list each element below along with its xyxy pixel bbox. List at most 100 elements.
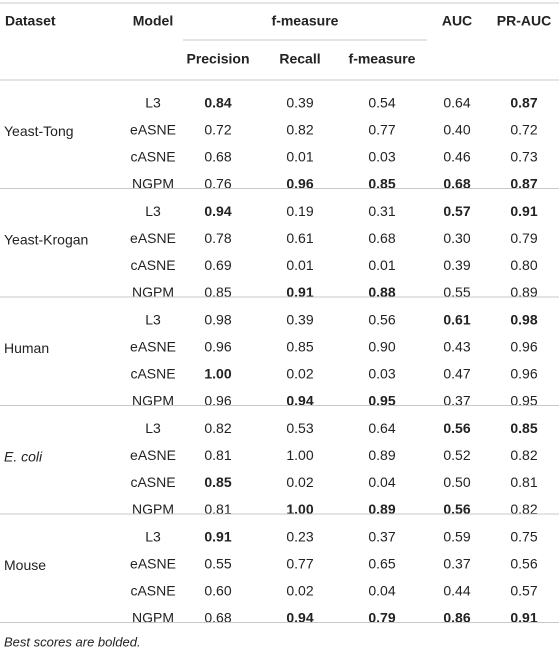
score-cell: 0.95 xyxy=(510,393,537,409)
score-cell: 0.40 xyxy=(443,122,470,138)
score-cell: 0.82 xyxy=(204,420,231,436)
model-label: NGPM xyxy=(132,393,174,409)
score-cell: 0.82 xyxy=(286,122,313,138)
dataset-label: E. coli xyxy=(4,448,43,464)
score-cell: 0.79 xyxy=(510,230,537,246)
score-cell: 0.56 xyxy=(443,420,470,436)
score-cell: 0.61 xyxy=(443,312,470,328)
score-cell: 0.64 xyxy=(368,420,395,436)
score-cell: 0.03 xyxy=(368,366,395,382)
score-cell: 0.46 xyxy=(443,149,470,165)
model-label: cASNE xyxy=(130,583,175,599)
score-cell: 0.37 xyxy=(443,556,470,572)
score-cell: 0.68 xyxy=(204,149,231,165)
score-cell: 0.43 xyxy=(443,339,470,355)
score-cell: 0.72 xyxy=(510,122,537,138)
score-cell: 0.96 xyxy=(204,393,231,409)
score-cell: 0.98 xyxy=(204,312,231,328)
score-cell: 0.72 xyxy=(204,122,231,138)
score-cell: 0.54 xyxy=(368,95,395,111)
score-cell: 0.19 xyxy=(286,203,313,219)
score-cell: 0.85 xyxy=(368,176,395,192)
score-cell: 0.61 xyxy=(286,230,313,246)
score-cell: 0.37 xyxy=(443,393,470,409)
score-cell: 0.94 xyxy=(204,203,231,219)
score-cell: 0.87 xyxy=(510,95,537,111)
score-cell: 0.39 xyxy=(286,95,313,111)
score-cell: 0.65 xyxy=(368,556,395,572)
header-column: f-measure xyxy=(349,51,416,67)
dataset-label: Yeast-Tong xyxy=(4,123,74,139)
header-prauc: PR-AUC xyxy=(497,13,551,29)
score-cell: 0.55 xyxy=(443,284,470,300)
score-cell: 0.68 xyxy=(368,230,395,246)
score-cell: 0.64 xyxy=(443,95,470,111)
score-cell: 0.81 xyxy=(204,447,231,463)
score-cell: 0.02 xyxy=(286,583,313,599)
score-cell: 0.75 xyxy=(510,529,537,545)
score-cell: 0.57 xyxy=(443,203,470,219)
score-cell: 0.88 xyxy=(368,284,395,300)
score-cell: 0.55 xyxy=(204,556,231,572)
model-label: L3 xyxy=(145,420,161,436)
model-label: NGPM xyxy=(132,284,174,300)
score-cell: 0.04 xyxy=(368,583,395,599)
footnote: Best scores are bolded. xyxy=(4,634,141,649)
score-cell: 0.37 xyxy=(368,529,395,545)
score-cell: 0.57 xyxy=(510,583,537,599)
score-cell: 0.91 xyxy=(286,284,313,300)
score-cell: 0.91 xyxy=(510,610,537,626)
score-cell: 0.02 xyxy=(286,366,313,382)
score-cell: 0.30 xyxy=(443,230,470,246)
score-cell: 0.04 xyxy=(368,474,395,490)
header-model: Model xyxy=(133,13,173,29)
header-group: f-measure xyxy=(272,13,339,29)
header-column: Recall xyxy=(279,51,320,67)
model-label: eASNE xyxy=(130,230,176,246)
model-label: NGPM xyxy=(132,501,174,517)
score-cell: 0.81 xyxy=(204,501,231,517)
score-cell: 0.77 xyxy=(286,556,313,572)
score-cell: 0.68 xyxy=(204,610,231,626)
model-label: L3 xyxy=(145,529,161,545)
dataset-label: Mouse xyxy=(4,557,46,573)
score-cell: 0.94 xyxy=(286,393,313,409)
score-cell: 0.31 xyxy=(368,203,395,219)
score-cell: 0.53 xyxy=(286,420,313,436)
score-cell: 0.39 xyxy=(443,257,470,273)
header-column: Precision xyxy=(186,51,249,67)
model-label: eASNE xyxy=(130,447,176,463)
dataset-label: Yeast-Krogan xyxy=(4,231,88,247)
score-cell: 0.01 xyxy=(368,257,395,273)
score-cell: 0.52 xyxy=(443,447,470,463)
score-cell: 1.00 xyxy=(286,501,313,517)
model-label: cASNE xyxy=(130,474,175,490)
score-cell: 0.89 xyxy=(368,501,395,517)
score-cell: 0.69 xyxy=(204,257,231,273)
score-cell: 0.73 xyxy=(510,149,537,165)
score-cell: 0.85 xyxy=(286,339,313,355)
model-label: eASNE xyxy=(130,556,176,572)
score-cell: 0.01 xyxy=(286,257,313,273)
score-cell: 0.86 xyxy=(443,610,470,626)
score-cell: 0.96 xyxy=(510,339,537,355)
model-label: L3 xyxy=(145,312,161,328)
score-cell: 0.56 xyxy=(368,312,395,328)
score-cell: 0.59 xyxy=(443,529,470,545)
score-cell: 0.60 xyxy=(204,583,231,599)
score-cell: 0.91 xyxy=(204,529,231,545)
score-cell: 0.85 xyxy=(510,420,537,436)
score-cell: 1.00 xyxy=(204,366,231,382)
score-cell: 0.96 xyxy=(204,339,231,355)
score-cell: 1.00 xyxy=(286,447,313,463)
score-cell: 0.23 xyxy=(286,529,313,545)
score-cell: 0.82 xyxy=(510,447,537,463)
model-label: cASNE xyxy=(130,149,175,165)
score-cell: 0.77 xyxy=(368,122,395,138)
score-cell: 0.87 xyxy=(510,176,537,192)
score-cell: 0.82 xyxy=(510,501,537,517)
score-cell: 0.94 xyxy=(286,610,313,626)
score-cell: 0.91 xyxy=(510,203,537,219)
score-cell: 0.68 xyxy=(443,176,470,192)
